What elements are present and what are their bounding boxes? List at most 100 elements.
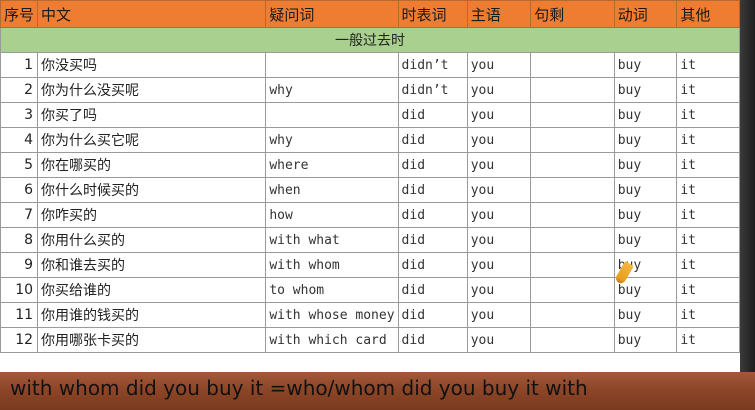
auxiliary-cell[interactable]: did bbox=[397, 127, 468, 153]
question-word-cell[interactable]: with what bbox=[265, 227, 399, 253]
subject-cell[interactable]: you bbox=[466, 177, 532, 203]
chinese-cell[interactable]: 你为什么买它呢 bbox=[37, 127, 267, 153]
question-word-cell[interactable] bbox=[265, 102, 399, 128]
question-word-cell[interactable] bbox=[265, 52, 399, 78]
chinese-cell[interactable]: 你为什么没买呢 bbox=[37, 77, 267, 103]
question-word-cell[interactable]: when bbox=[265, 177, 399, 203]
verb-cell[interactable]: buy bbox=[613, 202, 678, 228]
row-number[interactable]: 12 bbox=[0, 327, 39, 353]
question-word-cell[interactable]: to whom bbox=[265, 277, 399, 303]
remainder-cell[interactable] bbox=[530, 52, 615, 78]
remainder-cell[interactable] bbox=[530, 277, 615, 303]
auxiliary-cell[interactable]: did bbox=[397, 302, 468, 328]
remainder-cell[interactable] bbox=[530, 177, 615, 203]
subject-cell[interactable]: you bbox=[466, 277, 532, 303]
section-title[interactable]: 一般过去时 bbox=[0, 27, 740, 53]
header-cell[interactable]: 时表词 bbox=[397, 0, 468, 28]
subject-cell[interactable]: you bbox=[466, 52, 532, 78]
subject-cell[interactable]: you bbox=[466, 102, 532, 128]
auxiliary-cell[interactable]: did bbox=[397, 177, 468, 203]
auxiliary-cell[interactable]: did bbox=[397, 102, 468, 128]
row-number[interactable]: 10 bbox=[0, 277, 39, 303]
other-cell[interactable]: it bbox=[676, 277, 740, 303]
subject-cell[interactable]: you bbox=[466, 77, 532, 103]
remainder-cell[interactable] bbox=[530, 77, 615, 103]
verb-cell[interactable]: buy bbox=[613, 227, 678, 253]
other-cell[interactable]: it bbox=[676, 127, 740, 153]
subject-cell[interactable]: you bbox=[466, 152, 532, 178]
row-number[interactable]: 9 bbox=[0, 252, 39, 278]
question-word-cell[interactable]: with whose money bbox=[265, 302, 399, 328]
remainder-cell[interactable] bbox=[530, 327, 615, 353]
subject-cell[interactable]: you bbox=[466, 252, 532, 278]
verb-cell[interactable]: buy bbox=[613, 177, 678, 203]
header-cell[interactable]: 其他 bbox=[676, 0, 740, 28]
row-number[interactable]: 3 bbox=[0, 102, 39, 128]
subject-cell[interactable]: you bbox=[466, 227, 532, 253]
subject-cell[interactable]: you bbox=[466, 202, 532, 228]
remainder-cell[interactable] bbox=[530, 202, 615, 228]
auxiliary-cell[interactable]: did bbox=[397, 277, 468, 303]
question-word-cell[interactable]: where bbox=[265, 152, 399, 178]
other-cell[interactable]: it bbox=[676, 152, 740, 178]
verb-cell[interactable]: buy bbox=[613, 127, 678, 153]
header-cell[interactable]: 句剩 bbox=[530, 0, 615, 28]
remainder-cell[interactable] bbox=[530, 127, 615, 153]
chinese-cell[interactable]: 你咋买的 bbox=[37, 202, 267, 228]
question-word-cell[interactable]: with whom bbox=[265, 252, 399, 278]
other-cell[interactable]: it bbox=[676, 302, 740, 328]
header-cell[interactable]: 疑问词 bbox=[265, 0, 399, 28]
other-cell[interactable]: it bbox=[676, 177, 740, 203]
row-number[interactable]: 5 bbox=[0, 152, 39, 178]
auxiliary-cell[interactable]: did bbox=[397, 252, 468, 278]
auxiliary-cell[interactable]: didn’t bbox=[397, 77, 468, 103]
header-cell[interactable]: 主语 bbox=[466, 0, 532, 28]
chinese-cell[interactable]: 你什么时候买的 bbox=[37, 177, 267, 203]
auxiliary-cell[interactable]: did bbox=[397, 202, 468, 228]
other-cell[interactable]: it bbox=[676, 227, 740, 253]
remainder-cell[interactable] bbox=[530, 302, 615, 328]
other-cell[interactable]: it bbox=[676, 252, 740, 278]
verb-cell[interactable]: buy bbox=[613, 52, 678, 78]
remainder-cell[interactable] bbox=[530, 102, 615, 128]
auxiliary-cell[interactable]: did bbox=[397, 327, 468, 353]
auxiliary-cell[interactable]: did bbox=[397, 227, 468, 253]
question-word-cell[interactable]: how bbox=[265, 202, 399, 228]
other-cell[interactable]: it bbox=[676, 202, 740, 228]
row-number[interactable]: 7 bbox=[0, 202, 39, 228]
verb-cell[interactable]: buy bbox=[613, 302, 678, 328]
verb-cell[interactable]: buy bbox=[613, 327, 678, 353]
chinese-cell[interactable]: 你用哪张卡买的 bbox=[37, 327, 267, 353]
chinese-cell[interactable]: 你用谁的钱买的 bbox=[37, 302, 267, 328]
chinese-cell[interactable]: 你和谁去买的 bbox=[37, 252, 267, 278]
chinese-cell[interactable]: 你没买吗 bbox=[37, 52, 267, 78]
chinese-cell[interactable]: 你买给谁的 bbox=[37, 277, 267, 303]
question-word-cell[interactable]: why bbox=[265, 127, 399, 153]
verb-cell[interactable]: buy bbox=[613, 152, 678, 178]
chinese-cell[interactable]: 你在哪买的 bbox=[37, 152, 267, 178]
question-word-cell[interactable]: why bbox=[265, 77, 399, 103]
remainder-cell[interactable] bbox=[530, 152, 615, 178]
row-number[interactable]: 2 bbox=[0, 77, 39, 103]
header-cell[interactable]: 动词 bbox=[613, 0, 678, 28]
chinese-cell[interactable]: 你买了吗 bbox=[37, 102, 267, 128]
header-cell[interactable]: 中文 bbox=[37, 0, 267, 28]
row-number[interactable]: 11 bbox=[0, 302, 39, 328]
subject-cell[interactable]: you bbox=[466, 302, 532, 328]
other-cell[interactable]: it bbox=[676, 52, 740, 78]
other-cell[interactable]: it bbox=[676, 102, 740, 128]
chinese-cell[interactable]: 你用什么买的 bbox=[37, 227, 267, 253]
auxiliary-cell[interactable]: did bbox=[397, 152, 468, 178]
other-cell[interactable]: it bbox=[676, 77, 740, 103]
subject-cell[interactable]: you bbox=[466, 127, 532, 153]
subject-cell[interactable]: you bbox=[466, 327, 532, 353]
row-number[interactable]: 4 bbox=[0, 127, 39, 153]
other-cell[interactable]: it bbox=[676, 327, 740, 353]
remainder-cell[interactable] bbox=[530, 227, 615, 253]
row-number[interactable]: 1 bbox=[0, 52, 39, 78]
header-cell[interactable]: 序号 bbox=[0, 0, 39, 28]
remainder-cell[interactable] bbox=[530, 252, 615, 278]
verb-cell[interactable]: buy bbox=[613, 77, 678, 103]
row-number[interactable]: 6 bbox=[0, 177, 39, 203]
verb-cell[interactable]: buy bbox=[613, 102, 678, 128]
